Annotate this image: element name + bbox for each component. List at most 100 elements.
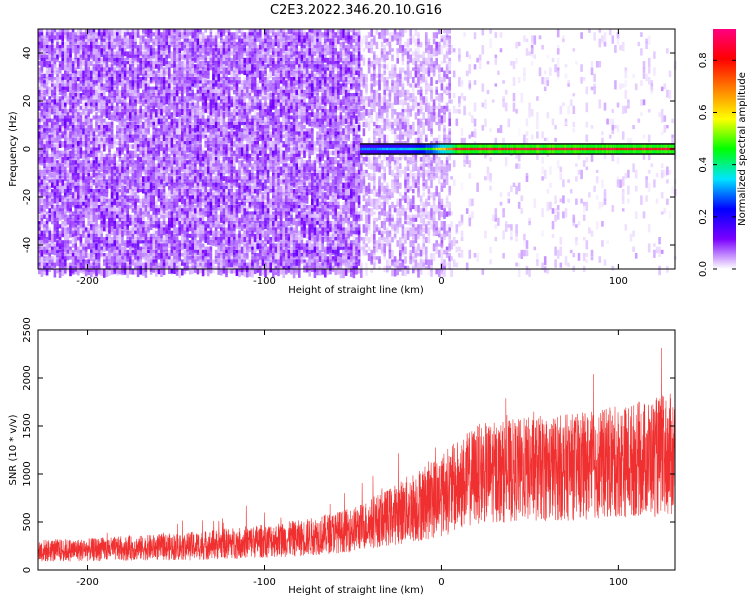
heatmap-cell (168, 230, 171, 239)
heatmap-cell (134, 150, 137, 155)
heatmap-cell (142, 160, 145, 168)
heatmap-cell (227, 198, 231, 204)
heatmap-cell (173, 160, 176, 165)
heatmap-cell (108, 115, 111, 120)
heatmap-cell (43, 45, 46, 51)
heatmap-cell (113, 253, 116, 260)
heatmap-cell (92, 227, 96, 237)
heatmap-cell (90, 102, 93, 107)
heatmap-cell (235, 176, 239, 180)
heatmap-cell (53, 198, 57, 204)
heatmap-cell (139, 157, 142, 162)
heatmap-cell (162, 35, 166, 40)
heatmap-cell (77, 217, 80, 222)
heatmap-cell (45, 189, 49, 199)
heatmap-cell (64, 137, 67, 144)
heatmap-cell (84, 153, 88, 160)
heatmap-cell (113, 173, 116, 177)
heatmap-cell (230, 189, 233, 198)
heatmap-cell (207, 256, 210, 262)
heatmap-cell (61, 131, 64, 137)
heatmap-cell (113, 246, 116, 251)
heatmap-cell (139, 137, 142, 143)
heatmap-cell (95, 57, 98, 62)
heatmap-cell (191, 182, 194, 188)
heatmap-cell (118, 112, 122, 121)
heatmap-cell (90, 179, 93, 183)
heatmap-cell (43, 147, 46, 153)
heatmap-cell (222, 137, 226, 142)
heatmap-cell (129, 61, 132, 67)
heatmap-cell (105, 131, 109, 136)
heatmap-cell (230, 163, 233, 168)
heatmap-cell (69, 29, 72, 34)
heatmap-cell (61, 176, 64, 182)
heatmap-cell (95, 249, 98, 256)
heatmap-cell (95, 64, 98, 71)
heatmap-cell (212, 86, 215, 91)
heatmap-cell (214, 137, 218, 148)
heatmap-cell (103, 38, 106, 43)
heatmap-cell (92, 105, 96, 113)
heatmap-cell (40, 112, 44, 117)
heatmap-cell (220, 112, 223, 117)
heatmap-cell (66, 70, 70, 77)
heatmap-cell (204, 121, 207, 129)
heatmap-cell (43, 269, 46, 275)
heatmap-cell (92, 115, 96, 120)
heatmap-cell (51, 73, 54, 83)
heatmap-cell (121, 227, 124, 232)
heatmap-cell (157, 38, 161, 44)
heatmap-cell (121, 160, 124, 164)
heatmap-cell (165, 35, 168, 40)
heatmap-cell (129, 125, 132, 129)
heatmap-cell (116, 179, 119, 188)
heatmap-cell (58, 96, 62, 101)
heatmap-cell (222, 160, 226, 167)
heatmap-cell (149, 137, 153, 146)
heatmap-cell (155, 99, 158, 106)
heatmap-cell (58, 198, 62, 203)
heatmap-cell (155, 61, 158, 65)
heatmap-cell (157, 179, 161, 188)
heatmap-cell (121, 125, 124, 131)
heatmap-cell (157, 73, 161, 78)
heatmap-cell (61, 201, 64, 211)
heatmap-cell (139, 153, 142, 158)
heatmap-cell (97, 131, 101, 137)
heatmap-cell (173, 38, 176, 42)
heatmap-cell (196, 112, 200, 119)
heatmap-cell (199, 105, 202, 110)
heatmap-cell (58, 83, 62, 92)
heatmap-cell (40, 189, 44, 197)
heatmap-cell (214, 115, 218, 120)
heatmap-cell (58, 208, 62, 214)
heatmap-cell (204, 73, 207, 78)
heatmap-cell (139, 185, 142, 190)
heatmap-cell (116, 89, 119, 96)
heatmap-cell (139, 109, 142, 113)
heatmap-cell (79, 192, 83, 198)
heatmap-cell (77, 253, 80, 259)
heatmap-cell (95, 214, 98, 221)
heatmap-cell (178, 61, 181, 65)
heatmap-cell (40, 96, 44, 100)
heatmap-cell (126, 227, 129, 236)
heatmap-cell (157, 157, 161, 164)
heatmap-cell (113, 115, 116, 122)
heatmap-cell (61, 121, 64, 128)
heatmap-cell (230, 83, 233, 92)
heatmap-cell (175, 89, 179, 96)
heatmap-cell (105, 96, 109, 103)
heatmap-cell (134, 57, 137, 62)
heatmap-cell (209, 99, 213, 107)
heatmap-cell (71, 112, 75, 118)
heatmap-cell (45, 256, 49, 262)
heatmap-cell (170, 259, 174, 267)
heatmap-cell (149, 96, 153, 100)
heatmap-cell (123, 137, 127, 147)
heatmap-cell (194, 128, 197, 133)
heatmap-cell (95, 246, 98, 251)
heatmap-cell (56, 35, 59, 41)
heatmap-cell (162, 265, 166, 270)
